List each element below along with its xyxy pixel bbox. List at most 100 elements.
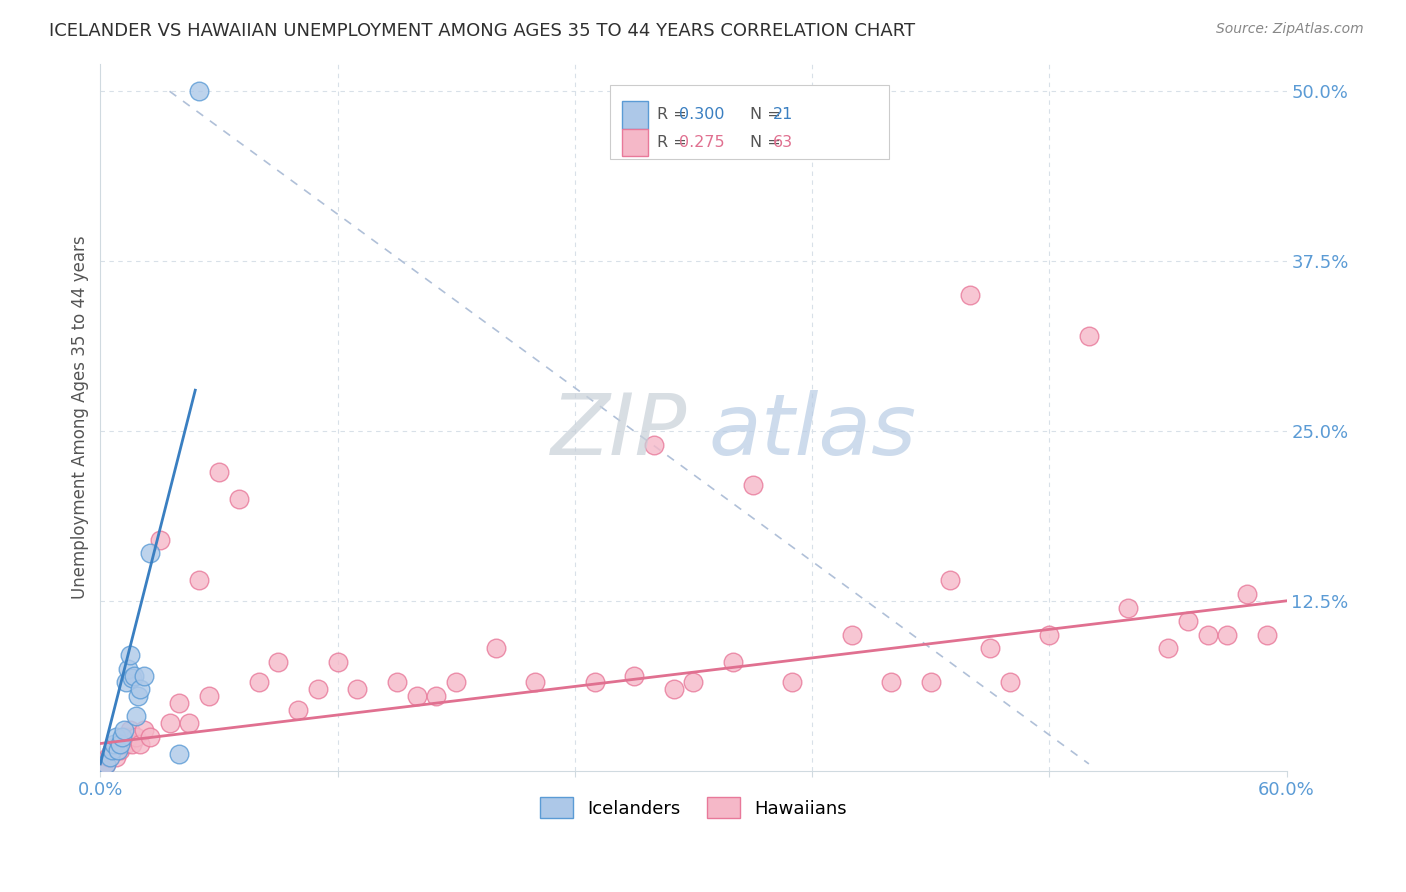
Point	[920, 675, 942, 690]
Point	[998, 675, 1021, 690]
Point	[623, 668, 645, 682]
Point	[132, 723, 155, 737]
Point	[979, 641, 1001, 656]
Point	[96, 756, 118, 771]
Point	[128, 737, 150, 751]
Point	[128, 682, 150, 697]
Point	[959, 288, 981, 302]
Y-axis label: Unemployment Among Ages 35 to 44 years: Unemployment Among Ages 35 to 44 years	[72, 235, 89, 599]
Text: ICELANDER VS HAWAIIAN UNEMPLOYMENT AMONG AGES 35 TO 44 YEARS CORRELATION CHART: ICELANDER VS HAWAIIAN UNEMPLOYMENT AMONG…	[49, 22, 915, 40]
Text: 21: 21	[773, 107, 793, 122]
Point	[115, 675, 138, 690]
Point	[132, 668, 155, 682]
Point	[741, 478, 763, 492]
Point	[105, 730, 128, 744]
Point	[682, 675, 704, 690]
Point	[117, 730, 139, 744]
Point	[228, 491, 250, 506]
Text: 0.275: 0.275	[679, 135, 725, 150]
Point	[287, 702, 309, 716]
Point	[107, 737, 129, 751]
Point	[782, 675, 804, 690]
Point	[307, 682, 329, 697]
Point	[1157, 641, 1180, 656]
Point	[1118, 600, 1140, 615]
Point	[121, 737, 143, 751]
Point	[107, 743, 129, 757]
Point	[118, 648, 141, 663]
Point	[169, 696, 191, 710]
Point	[346, 682, 368, 697]
Point	[149, 533, 172, 547]
Point	[98, 750, 121, 764]
Point	[125, 709, 148, 723]
Point	[139, 546, 162, 560]
Point	[1256, 628, 1278, 642]
Text: N =: N =	[751, 107, 786, 122]
Point	[112, 730, 135, 744]
Point	[98, 750, 121, 764]
Point	[111, 730, 134, 744]
Point	[97, 750, 120, 764]
Point	[880, 675, 903, 690]
Point	[118, 723, 141, 737]
Point	[101, 743, 124, 757]
Point	[111, 737, 134, 751]
Point	[247, 675, 270, 690]
Point	[208, 465, 231, 479]
Point	[108, 737, 131, 751]
Point	[939, 574, 962, 588]
Point	[1216, 628, 1239, 642]
Point	[101, 743, 124, 757]
Point	[385, 675, 408, 690]
Point	[103, 743, 125, 757]
Point	[841, 628, 863, 642]
Point	[1177, 614, 1199, 628]
Point	[105, 750, 128, 764]
Point	[425, 689, 447, 703]
Point	[125, 730, 148, 744]
Point	[103, 737, 125, 751]
Point	[583, 675, 606, 690]
Point	[188, 84, 211, 98]
Text: 63: 63	[773, 135, 793, 150]
FancyBboxPatch shape	[623, 101, 648, 129]
Point	[112, 723, 135, 737]
Point	[643, 437, 665, 451]
Point	[1197, 628, 1219, 642]
Point	[1077, 329, 1099, 343]
Legend: Icelanders, Hawaiians: Icelanders, Hawaiians	[533, 790, 853, 825]
Text: 0.300: 0.300	[679, 107, 724, 122]
Point	[662, 682, 685, 697]
Point	[1236, 587, 1258, 601]
Point	[115, 737, 138, 751]
Text: N =: N =	[751, 135, 786, 150]
Point	[1038, 628, 1060, 642]
Point	[198, 689, 221, 703]
Point	[139, 730, 162, 744]
Point	[179, 716, 201, 731]
FancyBboxPatch shape	[623, 129, 648, 156]
Point	[524, 675, 547, 690]
Point	[96, 756, 118, 771]
Point	[93, 756, 115, 771]
Point	[117, 662, 139, 676]
Point	[127, 689, 149, 703]
Point	[405, 689, 427, 703]
Point	[485, 641, 508, 656]
Point	[121, 671, 143, 685]
FancyBboxPatch shape	[610, 86, 889, 160]
Point	[721, 655, 744, 669]
Point	[188, 574, 211, 588]
Text: atlas: atlas	[709, 390, 917, 473]
Text: R =: R =	[657, 135, 692, 150]
Point	[267, 655, 290, 669]
Text: R =: R =	[657, 107, 692, 122]
Text: Source: ZipAtlas.com: Source: ZipAtlas.com	[1216, 22, 1364, 37]
Point	[159, 716, 181, 731]
Point	[169, 747, 191, 762]
Text: ZIP: ZIP	[551, 390, 688, 473]
Point	[108, 743, 131, 757]
Point	[326, 655, 349, 669]
Point	[122, 668, 145, 682]
